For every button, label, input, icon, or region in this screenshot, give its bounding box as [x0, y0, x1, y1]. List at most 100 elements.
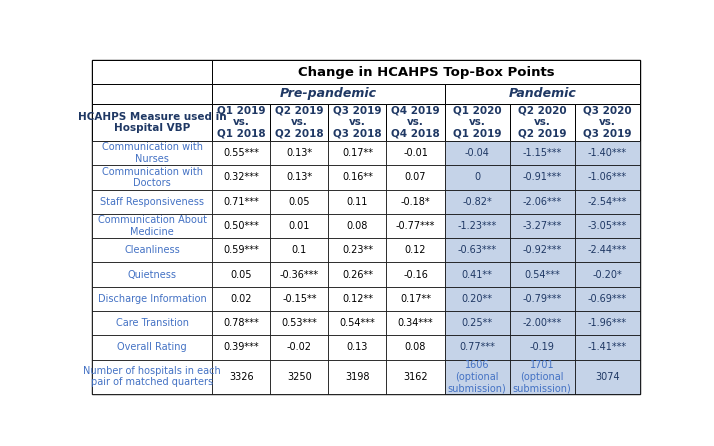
- Bar: [575, 214, 640, 238]
- Bar: [445, 104, 510, 141]
- Bar: [271, 262, 328, 287]
- Bar: [328, 165, 386, 190]
- Bar: [328, 335, 386, 359]
- Bar: [212, 141, 271, 165]
- Bar: [386, 238, 445, 262]
- Bar: [328, 104, 386, 141]
- Text: 0.39***: 0.39***: [223, 343, 259, 352]
- Bar: [386, 141, 445, 165]
- Bar: [212, 60, 640, 84]
- Text: 0.71***: 0.71***: [223, 197, 259, 206]
- Bar: [386, 262, 445, 287]
- Text: -2.44***: -2.44***: [588, 245, 627, 255]
- Bar: [328, 190, 386, 214]
- Text: 0.16**: 0.16**: [342, 173, 373, 182]
- Text: -0.82*: -0.82*: [462, 197, 492, 206]
- Text: -3.27***: -3.27***: [523, 221, 562, 231]
- Text: -1.15***: -1.15***: [523, 148, 562, 158]
- Text: 0.20**: 0.20**: [461, 294, 493, 304]
- Text: 0.08: 0.08: [347, 221, 368, 231]
- Text: 0.17**: 0.17**: [342, 148, 373, 158]
- Text: Staff Responsiveness: Staff Responsiveness: [100, 197, 204, 206]
- Bar: [92, 84, 212, 104]
- Bar: [386, 104, 445, 141]
- Bar: [575, 335, 640, 359]
- Text: -3.05***: -3.05***: [588, 221, 627, 231]
- Bar: [445, 359, 510, 393]
- Text: 3326: 3326: [229, 372, 253, 381]
- Text: Q1 2019
vs.
Q1 2018: Q1 2019 vs. Q1 2018: [217, 106, 266, 139]
- Text: Q3 2019
vs.
Q3 2018: Q3 2019 vs. Q3 2018: [333, 106, 382, 139]
- Text: 0.50***: 0.50***: [223, 221, 259, 231]
- Text: 0.26**: 0.26**: [342, 269, 373, 280]
- Bar: [212, 165, 271, 190]
- Bar: [92, 141, 212, 165]
- Bar: [445, 190, 510, 214]
- Bar: [92, 311, 212, 335]
- Text: 0.05: 0.05: [288, 197, 310, 206]
- Bar: [212, 335, 271, 359]
- Text: Communication with
Doctors: Communication with Doctors: [101, 167, 203, 188]
- Bar: [271, 311, 328, 335]
- Bar: [575, 287, 640, 311]
- Bar: [575, 262, 640, 287]
- Text: -2.06***: -2.06***: [523, 197, 562, 206]
- Bar: [271, 238, 328, 262]
- Text: Change in HCAHPS Top-Box Points: Change in HCAHPS Top-Box Points: [298, 66, 554, 78]
- Text: -0.19: -0.19: [530, 343, 555, 352]
- Bar: [271, 190, 328, 214]
- Bar: [510, 287, 575, 311]
- Text: 0.54***: 0.54***: [524, 269, 560, 280]
- Bar: [212, 214, 271, 238]
- Text: -1.23***: -1.23***: [458, 221, 497, 231]
- Bar: [445, 141, 510, 165]
- Text: Cleanliness: Cleanliness: [124, 245, 180, 255]
- Bar: [510, 335, 575, 359]
- Text: 0.13: 0.13: [347, 343, 368, 352]
- Bar: [271, 287, 328, 311]
- Text: 0.23**: 0.23**: [342, 245, 373, 255]
- Bar: [212, 311, 271, 335]
- Bar: [575, 311, 640, 335]
- Text: -1.06***: -1.06***: [588, 173, 627, 182]
- Text: -0.63***: -0.63***: [458, 245, 497, 255]
- Bar: [212, 359, 271, 393]
- Text: 1701
(optional
submission): 1701 (optional submission): [513, 360, 571, 393]
- Bar: [510, 214, 575, 238]
- Text: -0.20*: -0.20*: [593, 269, 622, 280]
- Text: -0.92***: -0.92***: [523, 245, 562, 255]
- Bar: [271, 335, 328, 359]
- Bar: [575, 359, 640, 393]
- Bar: [328, 214, 386, 238]
- Text: 0.01: 0.01: [288, 221, 310, 231]
- Bar: [328, 141, 386, 165]
- Bar: [575, 104, 640, 141]
- Text: Number of hospitals in each
pair of matched quarters: Number of hospitals in each pair of matc…: [84, 366, 221, 387]
- Text: Overall Rating: Overall Rating: [117, 343, 187, 352]
- Bar: [92, 104, 212, 141]
- Bar: [271, 165, 328, 190]
- Text: 3162: 3162: [403, 372, 428, 381]
- Text: -1.96***: -1.96***: [588, 318, 627, 328]
- Text: -0.15**: -0.15**: [282, 294, 316, 304]
- Text: 0.25**: 0.25**: [461, 318, 493, 328]
- Text: 0.41**: 0.41**: [462, 269, 493, 280]
- Text: 3250: 3250: [287, 372, 312, 381]
- Bar: [271, 141, 328, 165]
- Text: 3198: 3198: [345, 372, 370, 381]
- Text: -0.01: -0.01: [403, 148, 428, 158]
- Text: Q2 2020
vs.
Q2 2019: Q2 2020 vs. Q2 2019: [518, 106, 566, 139]
- Text: Pandemic: Pandemic: [508, 87, 576, 100]
- Bar: [386, 335, 445, 359]
- Text: -0.16: -0.16: [403, 269, 428, 280]
- Text: 0.1: 0.1: [292, 245, 307, 255]
- Bar: [271, 104, 328, 141]
- Text: Q3 2020
vs.
Q3 2019: Q3 2020 vs. Q3 2019: [583, 106, 632, 139]
- Bar: [212, 84, 445, 104]
- Text: Care Transition: Care Transition: [116, 318, 188, 328]
- Bar: [212, 287, 271, 311]
- Bar: [445, 165, 510, 190]
- Text: -0.69***: -0.69***: [588, 294, 627, 304]
- Bar: [386, 287, 445, 311]
- Bar: [92, 60, 212, 84]
